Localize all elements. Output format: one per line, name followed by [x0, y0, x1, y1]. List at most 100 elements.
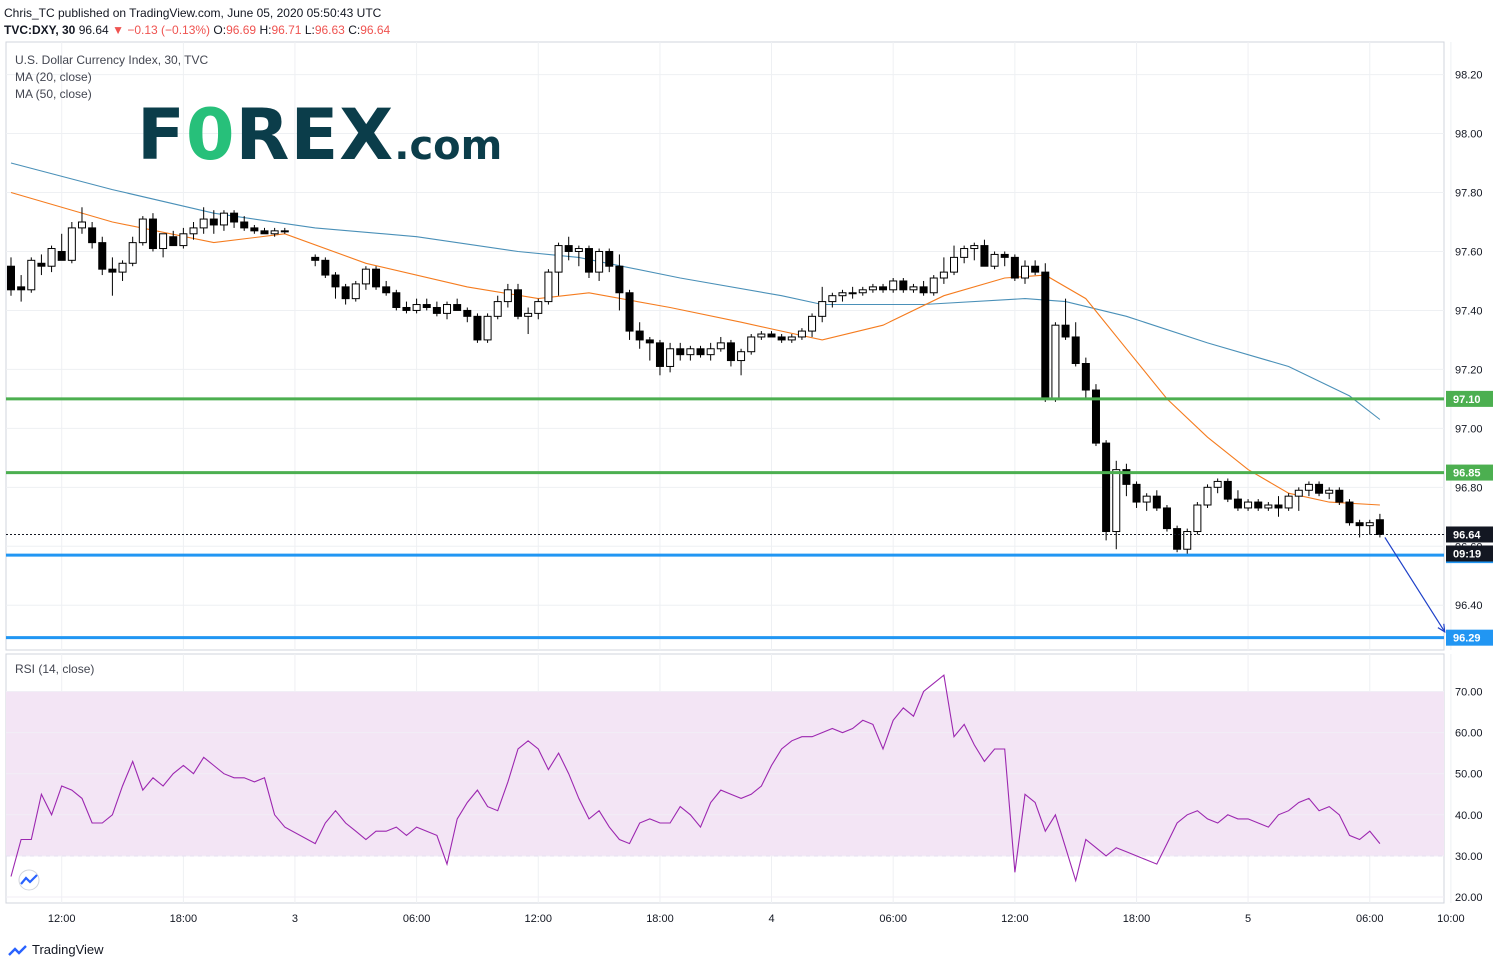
- resistance-level-tag: [1446, 464, 1493, 481]
- candle-down: [453, 304, 462, 311]
- candle-down: [777, 336, 786, 341]
- rsi-y-tick-label: 30.00: [1455, 851, 1483, 863]
- candle-up: [351, 283, 360, 300]
- candle-up: [797, 330, 806, 338]
- candle-up: [757, 333, 766, 338]
- open-value: 96.69: [226, 23, 257, 37]
- candle-up: [67, 227, 76, 261]
- resistance-level-label: 96.85: [1453, 468, 1481, 480]
- countdown-label: 09:19: [1453, 548, 1481, 560]
- candle-down: [230, 212, 239, 223]
- candle-up: [747, 336, 756, 353]
- candle-up: [1112, 469, 1121, 533]
- close-value: 96.64: [360, 23, 391, 37]
- y-tick-label: 96.80: [1455, 482, 1483, 494]
- candle-down: [1173, 528, 1182, 550]
- candle-up: [706, 348, 715, 356]
- candle-down: [88, 227, 97, 244]
- tv-badge-mark: [20, 874, 38, 885]
- candle-up: [960, 248, 969, 258]
- candle-down: [635, 330, 644, 341]
- candle-down: [1091, 389, 1100, 444]
- candle-up: [909, 286, 918, 291]
- candle-up: [270, 230, 279, 235]
- candle-down: [108, 268, 117, 273]
- rsi-legend: RSI (14, close): [15, 662, 95, 676]
- candle-down: [625, 292, 634, 332]
- x-tick-label: 12:00: [1001, 913, 1029, 925]
- candle-up: [929, 277, 938, 294]
- price-pane-frame: [5, 41, 1445, 651]
- price-change: −0.13 (−0.13%): [127, 23, 211, 37]
- candle-up: [808, 315, 817, 332]
- candle-up: [179, 233, 188, 247]
- candle-down: [514, 289, 522, 317]
- low-value: 96.63: [314, 23, 345, 37]
- candle-down: [473, 315, 482, 341]
- candle-down: [726, 342, 735, 362]
- candle-down: [605, 250, 614, 267]
- countdown-tag: [1446, 545, 1493, 562]
- symbol-label[interactable]: TVC:DXY, 30: [4, 23, 76, 37]
- x-tick-label: 5: [1245, 913, 1251, 925]
- candle-up: [1304, 483, 1313, 491]
- candle-down: [169, 236, 178, 247]
- x-tick-label: 12:00: [48, 913, 76, 925]
- last-price: 96.64: [78, 23, 109, 37]
- candle-up: [534, 301, 543, 314]
- candle-down: [1061, 324, 1070, 338]
- candle-down: [1152, 495, 1161, 509]
- candle-up: [970, 245, 979, 250]
- candle-up: [858, 289, 867, 294]
- candle-down: [372, 268, 381, 288]
- candle-down: [209, 218, 218, 226]
- resistance-level-label: 97.10: [1453, 394, 1481, 406]
- candle-down: [1375, 519, 1384, 535]
- support-level-label: 96.29: [1453, 633, 1481, 645]
- candle-up: [868, 286, 877, 291]
- candle-down: [148, 218, 157, 250]
- candle-up: [595, 250, 604, 273]
- candle-up: [1244, 501, 1253, 509]
- tradingview-footer-label: TradingView: [32, 942, 104, 957]
- candle-up: [1365, 522, 1374, 527]
- candle-down: [1081, 363, 1090, 391]
- candle-down: [919, 286, 928, 294]
- x-tick-label: 18:00: [1123, 913, 1151, 925]
- candle-up: [889, 280, 898, 291]
- candle-down: [767, 333, 776, 338]
- last-price-tag: [1446, 526, 1493, 543]
- projection-arrow-head: [1437, 623, 1446, 633]
- open-label: O:: [213, 23, 227, 37]
- candle-up: [666, 348, 675, 367]
- candle-up: [219, 212, 228, 226]
- candle-up: [950, 256, 959, 273]
- candle-up: [1325, 489, 1334, 494]
- candle-up: [554, 245, 563, 273]
- candle-down: [980, 245, 989, 267]
- x-tick-label: 4: [768, 913, 774, 925]
- tradingview-footer[interactable]: TradingView: [8, 942, 104, 958]
- candle-up: [159, 233, 168, 250]
- candle-down: [1041, 271, 1050, 400]
- candle-up: [27, 259, 36, 291]
- candle-down: [899, 280, 908, 291]
- candle-down: [240, 221, 249, 229]
- candle-down: [250, 227, 259, 232]
- tradingview-logo-icon: [8, 944, 27, 956]
- candle-down: [696, 348, 705, 356]
- support-level-tag: [1446, 629, 1493, 646]
- candle-down: [432, 306, 441, 314]
- candle-down: [341, 286, 350, 300]
- candle-up: [47, 248, 56, 267]
- candle-up: [412, 304, 421, 311]
- candle-down: [1132, 483, 1141, 503]
- candle-up: [1203, 486, 1212, 506]
- candle-up: [544, 271, 553, 303]
- candle-down: [260, 230, 269, 235]
- candle-up: [493, 301, 502, 317]
- candle-down: [57, 250, 66, 261]
- candle-up: [118, 262, 127, 273]
- candle-up: [1142, 495, 1151, 503]
